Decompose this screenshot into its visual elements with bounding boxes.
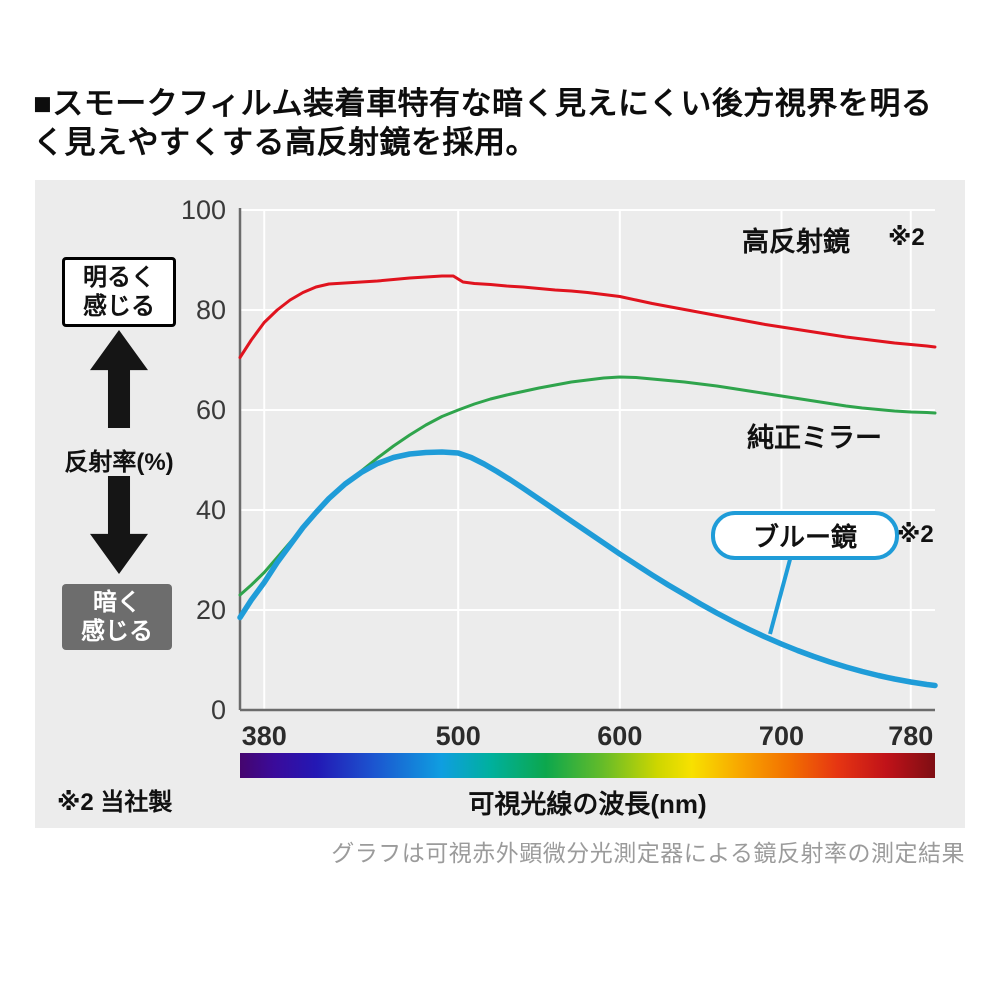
footnote: ※2 当社製 (57, 789, 173, 816)
y-axis-title: 反射率(%) (64, 449, 174, 476)
measurement-note: グラフは可視赤外顕微分光測定器による鏡反射率の測定結果 (331, 840, 965, 866)
blue-callout-line (768, 551, 794, 635)
dark-feel-line-1: 暗く (93, 589, 141, 616)
y-tick-label: 100 (181, 195, 226, 225)
visible-spectrum-bar (240, 753, 935, 778)
x-tick-label: 780 (888, 721, 933, 751)
chart-panel: 0 20 40 60 80 100 380 500 600 700 780 明るく 感じる 反射率(… (35, 180, 965, 828)
headline-line-2: く見えやすくする高反射鏡を採用。 (33, 125, 537, 160)
dark-feel-line-2: 感じる (81, 618, 153, 645)
bright-feel-box: 明るく 感じる (62, 257, 176, 327)
x-tick-label: 380 (242, 721, 287, 751)
y-tick-label: 80 (196, 295, 226, 325)
reflectance-chart: 0 20 40 60 80 100 380 500 600 700 780 (181, 195, 938, 751)
x-axis-title: 可視光線の波長(nm) (468, 789, 707, 819)
series-line-0 (238, 274, 937, 359)
y-tick-label: 0 (211, 695, 226, 725)
note-high-reflection: ※2 (888, 224, 925, 251)
x-tick-label: 500 (436, 721, 481, 751)
bright-feel-line-2: 感じる (83, 293, 155, 320)
y-tick-label: 20 (196, 595, 226, 625)
y-tick-label: 60 (196, 395, 226, 425)
series-label-blue-mirror: ブルー鏡 (752, 522, 857, 552)
x-tick-label: 600 (597, 721, 642, 751)
series-line-2 (237, 449, 938, 689)
series-label-high-reflection: 高反射鏡 (742, 227, 850, 257)
series-label-genuine-mirror: 純正ミラー (747, 423, 882, 453)
y-tick-label: 40 (196, 495, 226, 525)
note-blue-mirror: ※2 (897, 521, 934, 548)
bright-feel-line-1: 明るく (83, 264, 155, 291)
dark-feel-box: 暗く 感じる (62, 584, 172, 650)
x-tick-label: 700 (759, 721, 804, 751)
series-callout-blue-mirror: ブルー鏡 (711, 511, 899, 560)
headline: ■スモークフィルム装着車特有な暗く見えにくい後方視界を明る く見えやすくする高反… (33, 84, 983, 162)
headline-line-1: ■スモークフィルム装着車特有な暗く見えにくい後方視界を明る (33, 86, 933, 121)
